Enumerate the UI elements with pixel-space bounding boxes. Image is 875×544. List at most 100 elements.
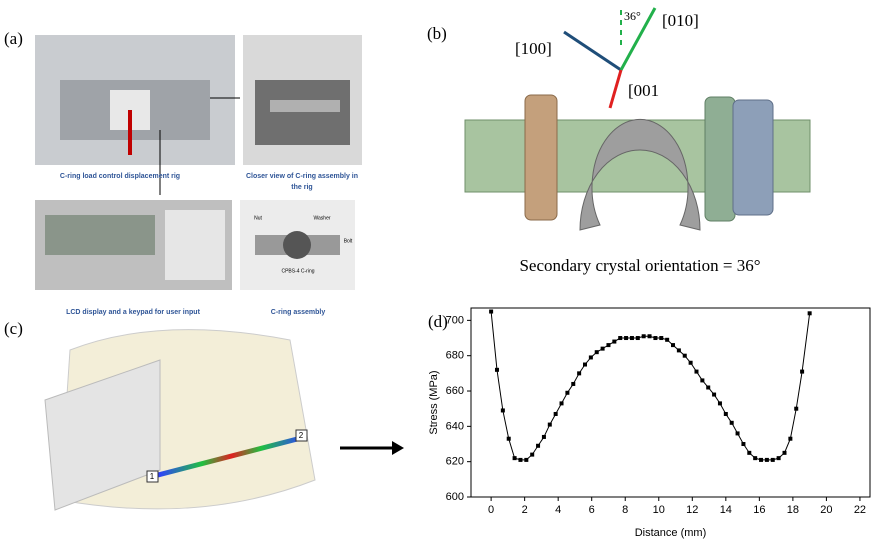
data-point [808, 311, 812, 315]
marker-label: 2 [299, 431, 304, 440]
data-point [759, 458, 763, 462]
data-point [630, 336, 634, 340]
data-point [700, 378, 704, 382]
data-point [724, 412, 728, 416]
data-point [536, 444, 540, 448]
data-point [624, 336, 628, 340]
callout: CPBS-4 C-ring [281, 268, 314, 274]
x-tick-label: 8 [622, 504, 628, 516]
data-point [689, 361, 693, 365]
data-point [712, 393, 716, 397]
data-point [747, 451, 751, 455]
photos [35, 35, 362, 290]
panel-label: (c) [4, 319, 23, 338]
caption: the rig [291, 184, 312, 191]
data-point [489, 310, 493, 314]
data-point [648, 334, 652, 338]
direction-label: [010] [662, 11, 699, 30]
chart: 0 2 4 6 8 10 12 14 16 18 20 22 600 620 640 660 680 700 Dis… [428, 308, 870, 539]
data-point [765, 458, 769, 462]
data-point [589, 355, 593, 359]
data-point [560, 401, 564, 405]
data-point [730, 421, 734, 425]
data-point [554, 412, 558, 416]
x-tick-label: 4 [555, 504, 561, 516]
data-point [612, 340, 616, 344]
data-point [507, 437, 511, 441]
x-axis-label: Distance (mm) [635, 527, 707, 539]
angle-label: 36° [624, 9, 641, 23]
data-point [518, 458, 522, 462]
data-point [618, 336, 622, 340]
data-point [595, 350, 599, 354]
y-tick-label: 660 [446, 385, 464, 397]
x-tick-label: 20 [820, 504, 832, 516]
caption: Secondary crystal orientation = 36° [519, 256, 760, 275]
data-point [606, 343, 610, 347]
data-point [694, 370, 698, 374]
data-point [583, 363, 587, 367]
data-point [683, 354, 687, 358]
plot-frame [471, 308, 870, 497]
data-point [783, 451, 787, 455]
direction-label: [001 [628, 81, 659, 100]
data-point [800, 370, 804, 374]
callout: Bolt [344, 238, 353, 244]
x-tick-label: 16 [753, 504, 765, 516]
x-tick-label: 6 [589, 504, 595, 516]
cylinder-model [45, 330, 404, 510]
marker-label: 1 [150, 472, 155, 481]
panel-label: (b) [427, 24, 447, 43]
data-point [777, 456, 781, 460]
data-point [642, 334, 646, 338]
data-point [548, 423, 552, 427]
y-tick-label: 700 [446, 314, 464, 326]
x-tick-label: 14 [720, 504, 732, 516]
data-point [577, 371, 581, 375]
data-line [491, 312, 810, 460]
data-point [542, 435, 546, 439]
callout: Nut [254, 215, 262, 221]
y-tick-label: 600 [446, 491, 464, 503]
data-point [530, 453, 534, 457]
x-tick-label: 12 [686, 504, 698, 516]
data-point [677, 348, 681, 352]
x-tick-label: 0 [488, 504, 494, 516]
data-point [741, 442, 745, 446]
caption: C-ring assembly [271, 309, 326, 316]
data-point [636, 336, 640, 340]
data-point [794, 407, 798, 411]
direction-label: [100] [515, 39, 552, 58]
y-tick-label: 680 [446, 350, 464, 362]
data-point [653, 336, 657, 340]
x-tick-label: 22 [854, 504, 866, 516]
data-point [495, 368, 499, 372]
caption: LCD display and a keypad for user input [66, 309, 200, 316]
data-point [736, 431, 740, 435]
y-axis-label: Stress (MPa) [428, 370, 440, 434]
callout: Washer [313, 215, 330, 221]
data-point [718, 401, 722, 405]
caption: Closer view of C-ring assembly in [246, 173, 358, 180]
caption: C-ring load control displacement rig [60, 173, 180, 180]
data-point [771, 458, 775, 462]
data-point [706, 385, 710, 389]
data-point [524, 458, 528, 462]
data-point [601, 347, 605, 351]
data-point [659, 336, 663, 340]
y-tick-label: 620 [446, 456, 464, 468]
x-tick-label: 18 [787, 504, 799, 516]
data-point [571, 382, 575, 386]
x-tick-label: 2 [522, 504, 528, 516]
figure: (a) C-ring load control displacement rig… [0, 0, 875, 544]
data-point [501, 408, 505, 412]
data-point [513, 456, 517, 460]
panel-label: (a) [4, 29, 23, 48]
data-point [753, 456, 757, 460]
data-point [671, 343, 675, 347]
data-point [665, 338, 669, 342]
y-tick-label: 640 [446, 420, 464, 432]
data-point [788, 437, 792, 441]
data-point [565, 391, 569, 395]
x-tick-label: 10 [653, 504, 665, 516]
